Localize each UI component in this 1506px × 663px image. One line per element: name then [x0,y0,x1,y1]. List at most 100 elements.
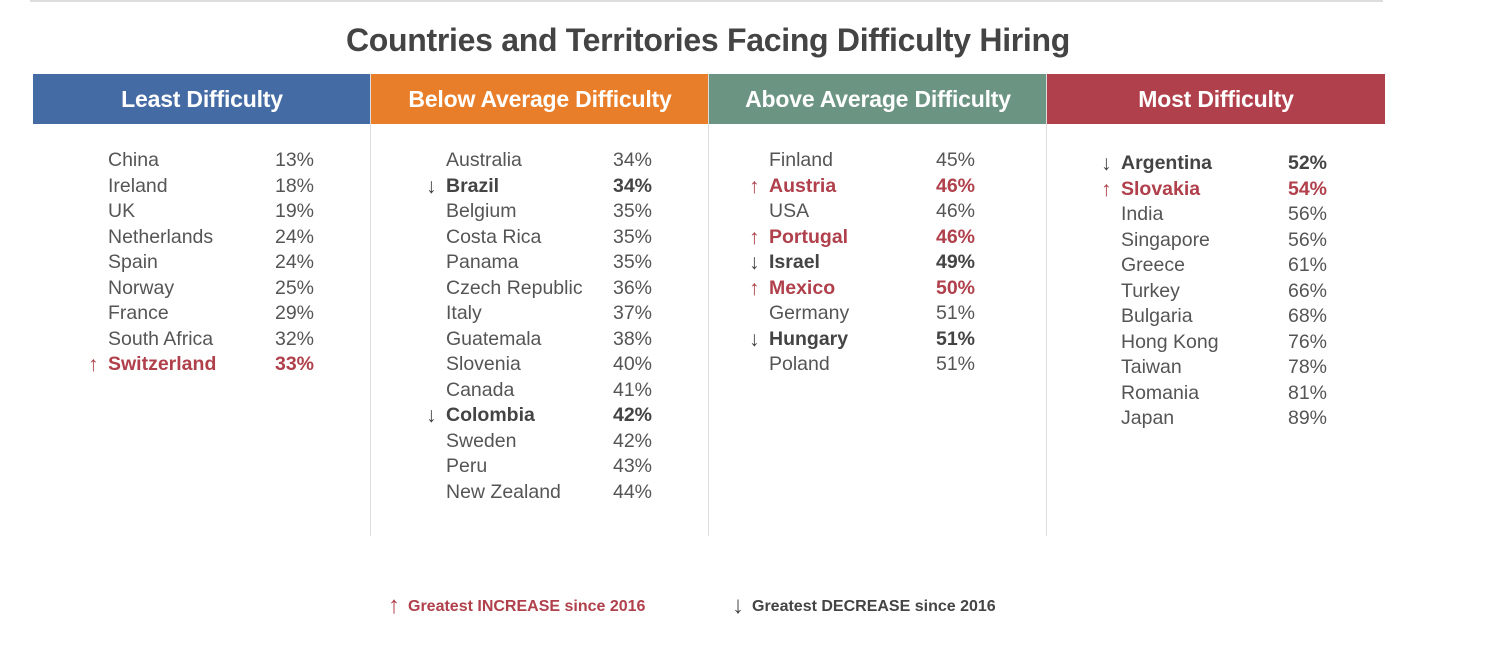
country-row: Hong Kong 76% [1121,330,1327,355]
country-name: Romania [1121,381,1200,404]
country-percent: 38% [612,327,652,350]
country-row: Costa Rica 35% [446,225,652,250]
country-name: Austria [769,174,837,197]
country-name: Hungary [769,327,849,350]
country-name: Costa Rica [446,225,542,248]
down-arrow-icon: ↓ [426,174,437,198]
country-percent: 46% [935,200,975,222]
country-row: USA 46% [769,199,975,224]
country-name: Japan [1121,407,1175,429]
country-percent: 19% [274,200,314,222]
country-name: UK [108,200,136,222]
legend-decrease-label: Greatest DECREASE since 2016 [752,598,996,615]
country-row: UK 19% [108,199,314,224]
country-percent: 44% [612,480,652,503]
country-name: Taiwan [1121,356,1182,378]
country-row: Turkey 66% [1121,279,1327,304]
country-name: Australia [446,149,522,171]
country-percent: 50% [935,276,975,299]
country-row: Peru 43% [446,454,652,479]
column-above-average-difficulty: Above Average Difficulty Finland 45% ↑ Austr… [708,74,1047,536]
country-percent: 24% [274,251,314,273]
country-row: Australia 34% [446,148,652,173]
country-percent: 46% [935,174,975,197]
country-percent: 51% [935,302,975,324]
legend-decrease: ↓ Greatest DECREASE since 2016 [732,592,996,620]
country-row: Finland 45% [769,148,975,173]
country-percent: 49% [935,251,975,273]
country-name: Turkey [1121,279,1180,302]
country-name: Poland [769,353,830,375]
country-name: Colombia [446,404,535,426]
country-name: Hong Kong [1121,330,1219,353]
column-least-difficulty: Least Difficulty China 13% Ireland 18% UK 19% N… [33,74,371,536]
country-name: Slovakia [1121,177,1201,200]
country-percent: 81% [1287,381,1327,404]
country-row: Guatemala 38% [446,327,652,352]
up-arrow-icon: ↑ [388,592,400,619]
country-percent: 42% [612,429,652,452]
country-name: South Africa [108,327,214,350]
country-name: Argentina [1121,152,1213,174]
country-row: ↓ Colombia 42% [426,403,652,428]
country-row: ↓ Argentina 52% [1101,151,1327,176]
country-name: Canada [446,378,515,401]
country-row: ↓ Hungary 51% [749,327,975,352]
country-name: Belgium [446,200,517,222]
country-percent: 45% [935,149,975,171]
column-header: Most Difficulty [1047,74,1385,124]
column-header: Below Average Difficulty [371,74,709,124]
country-percent: 29% [274,302,314,324]
country-name: Sweden [446,429,517,452]
country-name: Slovenia [446,353,521,375]
country-row: Poland 51% [769,352,975,377]
country-row: Singapore 56% [1121,228,1327,253]
country-row: Germany 51% [769,301,975,326]
country-percent: 78% [1287,356,1327,378]
country-row: Bulgaria 68% [1121,304,1327,329]
country-row: Sweden 42% [446,429,652,454]
country-row: ↓ Brazil 34% [426,174,652,199]
country-percent: 35% [612,225,652,248]
country-name: Peru [446,455,488,477]
country-row: Italy 37% [446,301,652,326]
country-name: Czech Republic [446,276,583,299]
country-name: New Zealand [446,480,561,503]
country-name: Mexico [769,276,836,299]
country-name: Panama [446,251,519,273]
up-arrow-icon: ↑ [749,276,760,300]
page-title: Countries and Territories Facing Difficu… [345,22,1071,58]
country-row: Japan 89% [1121,406,1327,431]
country-percent: 66% [1287,279,1327,302]
country-row: ↓ Israel 49% [749,250,975,275]
country-row: Greece 61% [1121,253,1327,278]
country-percent: 25% [274,276,314,299]
country-percent: 43% [612,455,652,477]
country-percent: 36% [612,276,652,299]
country-percent: 34% [612,149,652,171]
country-percent: 52% [1287,152,1327,174]
country-row: ↑ Slovakia 54% [1101,177,1327,202]
up-arrow-icon: ↑ [88,353,99,376]
country-percent: 37% [612,302,652,324]
country-row: China 13% [108,148,314,173]
country-percent: 54% [1287,177,1327,200]
country-name: Switzerland [108,353,217,375]
country-row: Czech Republic 36% [446,276,652,301]
country-row: Spain 24% [108,250,314,275]
country-row: Belgium 35% [446,199,652,224]
country-name: China [108,149,159,171]
legend-increase: ↑ Greatest INCREASE since 2016 [388,592,645,620]
country-name: Germany [769,302,850,324]
country-percent: 35% [612,251,652,273]
country-row: New Zealand 44% [446,480,652,505]
country-name: Brazil [446,174,500,197]
down-arrow-icon: ↓ [426,404,437,427]
country-row: Netherlands 24% [108,225,314,250]
country-percent: 35% [612,200,652,222]
country-name: Finland [769,149,833,171]
country-row: Norway 25% [108,276,314,301]
country-name: Singapore [1121,228,1210,251]
country-percent: 34% [612,174,652,197]
country-percent: 89% [1287,407,1327,429]
